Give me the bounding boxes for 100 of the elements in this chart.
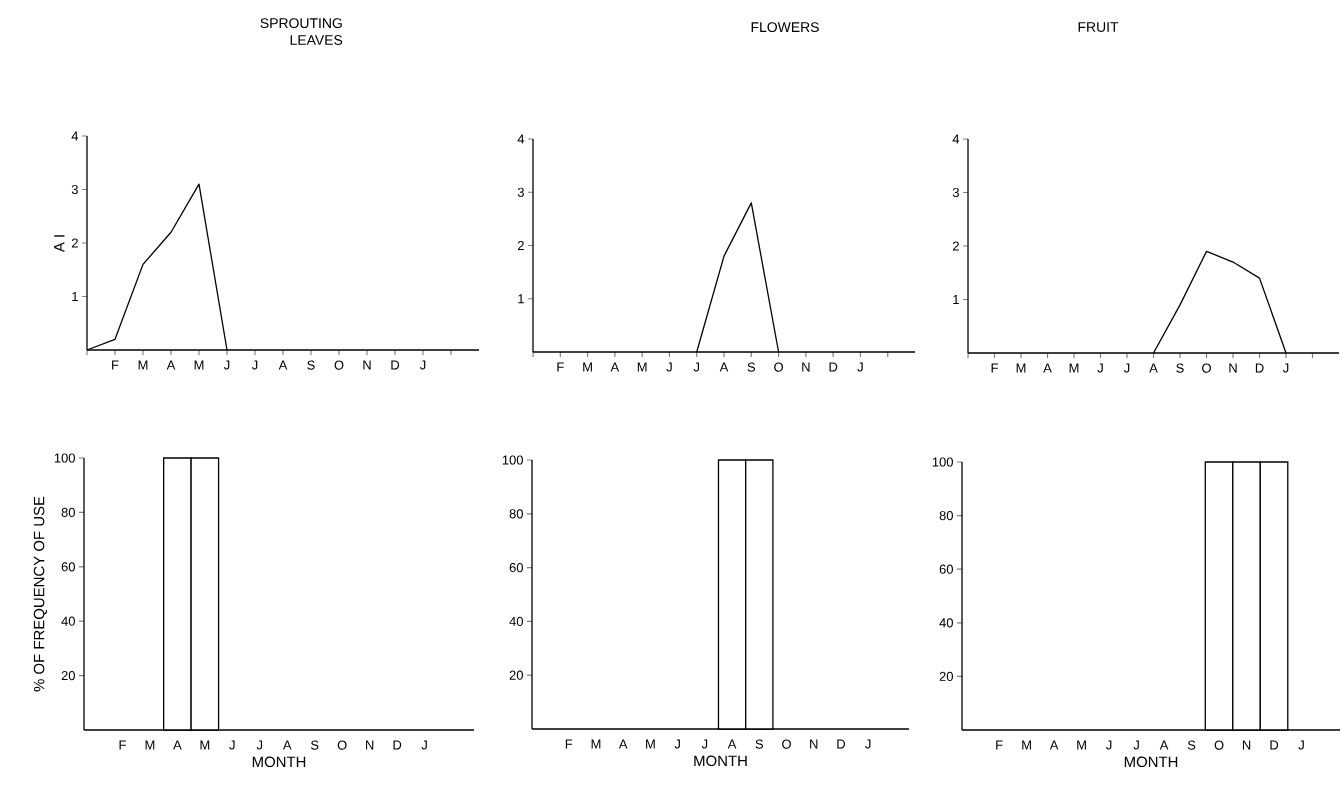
x-tick-label: N [802,362,810,372]
y-tick-label: 40 [509,616,523,626]
y-tick-label: 1 [72,292,78,301]
x-tick-label: A [166,360,176,370]
x-tick-label: J [1298,740,1304,750]
y-tick-label: 80 [509,509,523,519]
x-tick-label: A [1159,740,1169,750]
x-tick-label: F [565,739,573,749]
x-axis-title: MONTH [252,756,306,768]
x-tick-label: A [278,360,288,370]
x-tick-label: J [674,739,680,749]
y-tick-label: 100 [502,455,523,465]
y-tick-label: 3 [952,187,959,198]
x-tick-label: A [1049,740,1059,750]
y-axis-title: A I [54,235,65,253]
y-tick-label: 4 [517,134,525,144]
y-tick-label: 60 [939,564,953,574]
x-tick-label: F [557,362,564,372]
y-tick-label: 2 [71,238,78,248]
x-tick-label: J [857,362,863,372]
x-tick-label: O [334,360,344,370]
x-tick-label: M [637,362,647,372]
y-tick-label: 100 [54,453,75,463]
x-tick-label: D [393,740,402,750]
x-tick-label: F [119,740,126,750]
x-tick-label: M [583,362,592,372]
x-tick-label: N [1229,363,1237,373]
x-tick-label: J [229,740,235,750]
y-tick-label: 80 [61,507,75,517]
y-tick-label: 20 [509,670,523,680]
x-tick-label: A [173,740,182,750]
y-tick-label: 80 [939,511,953,521]
y-tick-label: 100 [932,457,953,467]
y-tick-label: 40 [61,616,75,626]
x-tick-label: F [996,740,1003,750]
y-axis-title: % OF FREQUENCY OF USE [33,496,48,692]
x-tick-label: A [719,362,729,372]
chart-title: FLOWERS [751,22,819,33]
x-tick-label: M [194,360,204,370]
x-tick-label: O [782,739,791,749]
x-tick-label: N [363,360,371,370]
x-tick-label: D [391,360,400,370]
x-tick-label: A [618,739,628,749]
x-tick-label: F [991,363,998,373]
x-tick-label: N [1242,740,1251,750]
x-tick-label: J [693,362,699,372]
x-tick-label: A [610,362,620,372]
y-tick-label: 4 [71,131,79,141]
y-tick-label: 3 [71,184,78,195]
y-tick-label: 2 [952,241,959,251]
x-tick-label: S [310,740,319,750]
y-tick-label: 1 [518,294,524,304]
x-tick-label: S [307,360,315,370]
x-tick-label: M [200,740,210,750]
x-axis-title: MONTH [1124,756,1178,768]
x-tick-label: A [282,740,292,750]
x-tick-label: J [223,360,230,370]
x-tick-label: A [1043,363,1052,373]
x-tick-label: M [646,739,655,749]
x-tick-label: F [112,360,119,370]
x-tick-label: J [251,360,258,370]
x-tick-label: O [774,362,783,372]
x-tick-label: M [591,739,601,749]
chart-title: SPROUTING LEAVES [260,18,343,45]
x-tick-label: S [1176,363,1184,373]
x-tick-label: J [256,740,263,750]
x-tick-label: N [366,740,374,750]
x-tick-label: D [1270,740,1279,750]
x-tick-label: D [829,362,838,372]
x-tick-label: M [1016,363,1026,373]
y-tick-label: 1 [953,295,959,304]
x-tick-label: S [1187,740,1196,750]
y-tick-label: 20 [939,671,953,681]
y-tick-label: 60 [509,563,523,573]
y-tick-label: 60 [61,562,75,572]
x-tick-label: J [666,362,672,372]
x-axis-title: MONTH [694,755,747,767]
x-tick-label: O [337,740,347,750]
x-tick-label: J [1106,740,1112,750]
x-tick-label: S [755,739,764,749]
x-tick-label: N [810,739,818,749]
x-tick-label: J [1282,363,1289,373]
x-tick-label: M [138,360,148,370]
x-tick-label: J [1123,363,1130,373]
x-tick-label: J [1097,363,1103,373]
x-tick-label: J [701,739,708,749]
y-tick-label: 4 [952,134,960,144]
x-tick-label: S [747,362,756,372]
y-tick-label: 20 [61,671,75,681]
x-tick-label: M [1077,740,1086,750]
y-tick-label: 3 [517,187,524,197]
x-tick-label: O [1202,363,1211,373]
x-tick-label: J [421,740,427,750]
x-tick-label: M [145,740,155,750]
y-tick-label: 2 [517,240,524,251]
y-tick-label: 40 [939,618,953,628]
x-tick-label: J [1133,740,1139,750]
x-tick-label: A [727,739,737,749]
x-tick-label: J [865,739,871,749]
x-tick-label: O [1214,740,1224,750]
